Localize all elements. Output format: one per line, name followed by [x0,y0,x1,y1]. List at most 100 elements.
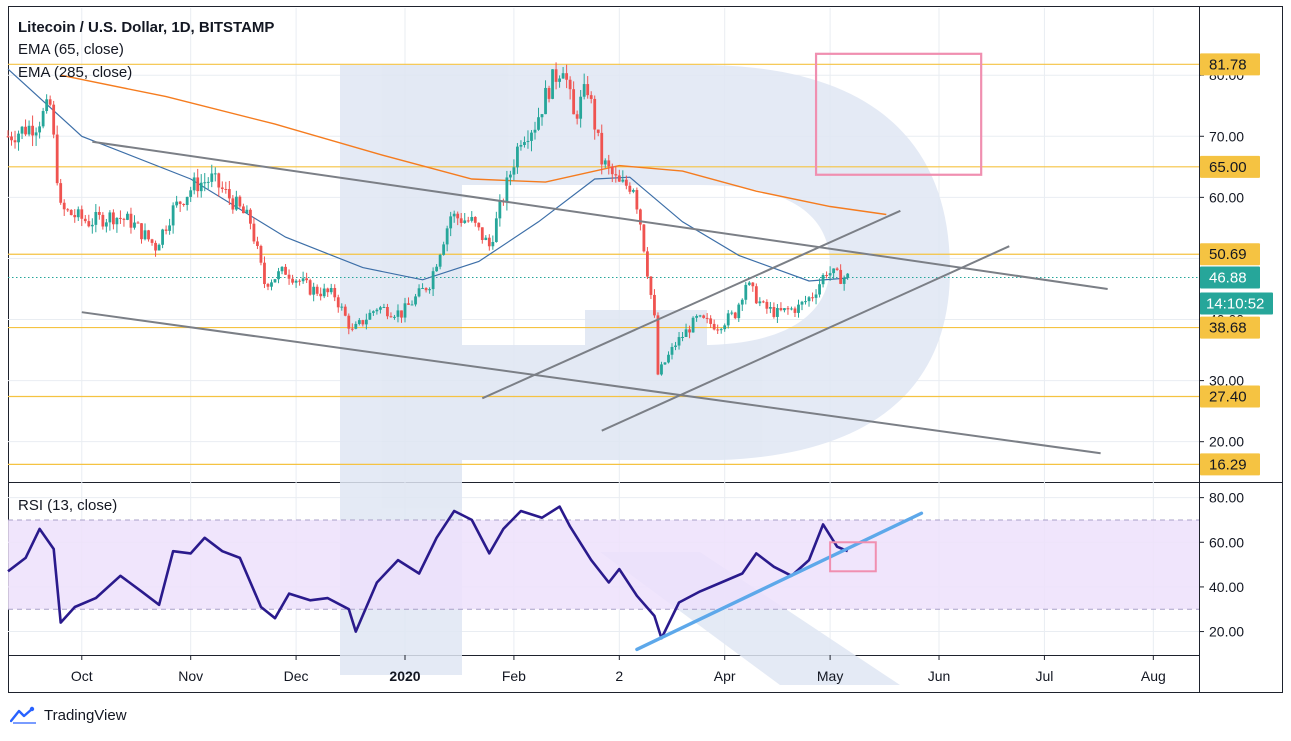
target-zone-box[interactable] [814,52,983,176]
candle-body [628,185,632,192]
candle-body [340,306,344,308]
candle-body [319,293,323,297]
candle-body [730,312,734,314]
candle-body [631,190,635,192]
candle-body [59,183,63,203]
candle-body [705,317,709,319]
rsi-zone-box[interactable] [829,541,877,573]
candle-body [34,132,38,136]
candle-body [431,271,435,290]
candle-body [473,216,477,223]
level-tag-label: 27.40 [1209,388,1247,405]
level-tag-label: 16.29 [1209,456,1247,473]
candle-body [256,241,259,246]
candle-body [150,239,154,243]
candle-body [41,111,45,127]
price-tick-label: 30.00 [1209,373,1244,389]
candle-body [603,160,607,165]
rsi-line[interactable] [7,505,849,640]
candle-body [119,217,122,219]
horizontal-levels[interactable] [8,63,1199,465]
candle-body [48,99,52,105]
candle-body [224,188,228,190]
price-tick-label: 70.00 [1209,128,1244,144]
candle-body [435,266,439,272]
candle-body [343,306,347,316]
trendlines[interactable] [81,140,1108,455]
candles[interactable] [6,62,850,376]
candle-body [143,230,147,240]
candle-body [336,297,340,308]
price-tick-label: 20.00 [1209,434,1244,450]
candle-body [305,278,309,281]
candle-body [821,275,825,285]
candle-body [579,96,583,119]
candle-body [185,196,189,205]
tradingview-brand[interactable]: TradingView [10,706,127,724]
candle-body [575,114,579,119]
candle-body [10,136,13,141]
candle-body [24,126,27,135]
candle-body [649,276,653,295]
candle-body [670,346,674,355]
candle-body [811,297,814,299]
candle-body [642,224,646,252]
candle-body [624,179,628,186]
candle-body [582,84,586,97]
candle-body [674,345,677,347]
price-tick-label: 60.00 [1209,189,1244,205]
candle-body [245,209,249,214]
candle-body [487,237,491,247]
ema-65-line[interactable] [7,68,848,282]
candle-body [101,214,105,227]
rsi-axis[interactable]: 80.00 60.00 40.00 20.00 [1199,490,1244,640]
candle-body [565,73,569,80]
candle-body [614,174,618,176]
ema-285-line[interactable] [60,74,887,216]
candle-body [684,329,688,337]
candle-body [66,209,70,211]
candle-body [252,223,256,242]
candle-body [126,213,129,220]
candle-body [688,329,691,333]
candle-body [280,266,284,272]
candle-body [241,206,245,214]
candle-body [663,362,667,365]
time-tick-label: Nov [178,668,203,684]
candle-body [371,311,375,313]
candle-body [825,275,828,277]
candle-body [610,166,614,175]
candle-body [168,225,172,231]
candle-body [761,301,765,303]
candle-body [691,317,695,333]
candle-body [540,114,544,118]
candle-body [804,301,807,303]
candle-body [428,289,431,291]
candle-body [45,99,49,112]
candle-body [294,280,298,283]
time-tick-label: Jul [1035,668,1053,684]
candle-body [140,223,143,240]
candle-body [213,173,217,175]
candle-body [164,229,168,231]
candle-body [737,304,741,319]
candle-body [449,216,453,229]
candle-body [410,304,414,306]
candle-body [807,297,811,302]
rsi-tick-label: 40.00 [1209,579,1244,595]
candle-body [220,187,224,189]
rsi-trendline[interactable] [635,511,924,652]
candle-body [723,325,727,330]
time-axis[interactable]: Oct Nov Dec 2020 Feb 2 Apr May Jun Jul Aug [71,655,1166,684]
candle-body [326,288,330,293]
candle-body [494,218,498,242]
level-tag-label: 65.00 [1209,159,1247,176]
candle-body [104,222,108,227]
countdown-label: 14:10:52 [1200,292,1273,315]
tradingview-wordmark: TradingView [44,706,127,724]
candle-body [638,209,642,225]
rsi-band [8,519,1199,610]
level-tag [1200,155,1260,178]
candle-body [695,316,699,318]
